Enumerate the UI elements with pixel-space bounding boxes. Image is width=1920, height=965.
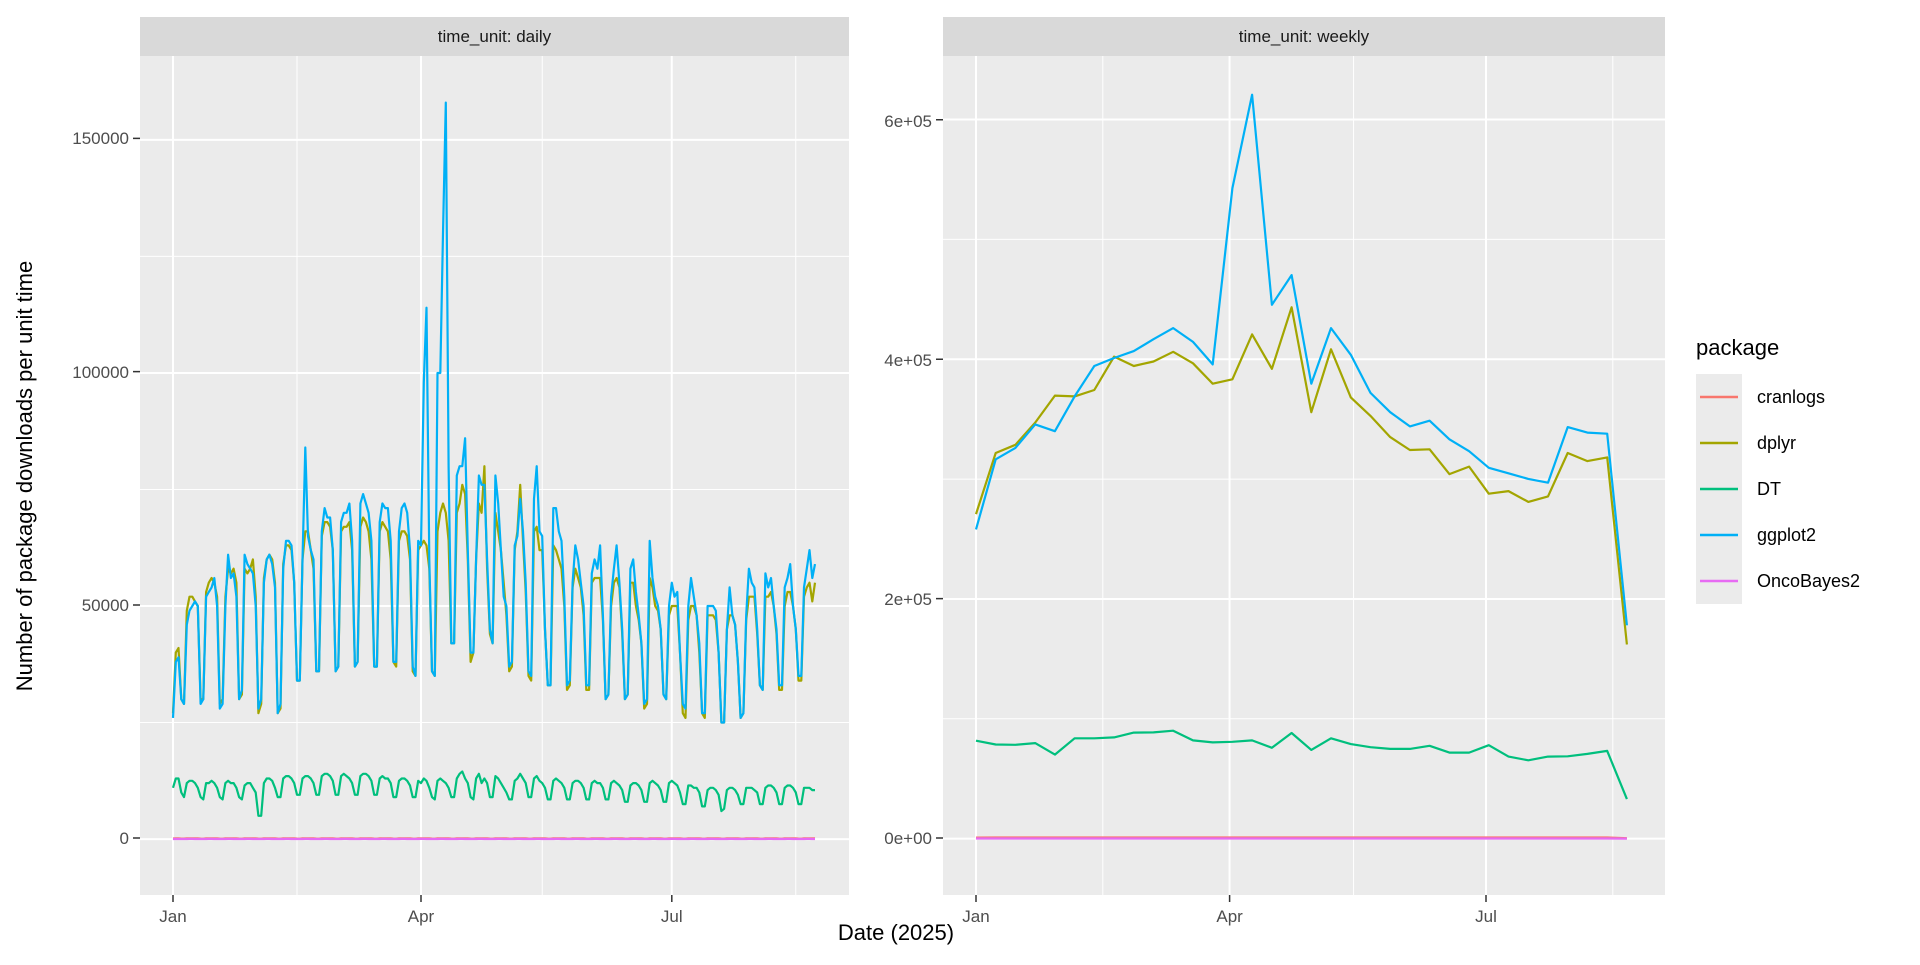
panel-weekly: time_unit: weekly 0e+00 2e+05 4e+05 6e+0… (884, 17, 1665, 926)
y-axis-weekly: 0e+00 2e+05 4e+05 6e+05 (884, 112, 943, 848)
y-tick-label: 6e+05 (884, 112, 932, 131)
strip-label-weekly: time_unit: weekly (1239, 27, 1370, 46)
x-tick-label: Apr (408, 907, 435, 926)
legend-label: DT (1757, 479, 1781, 499)
legend-label: OncoBayes2 (1757, 571, 1860, 591)
y-axis-title: Number of package downloads per unit tim… (12, 261, 37, 691)
x-axis-title: Date (2025) (838, 920, 954, 945)
y-axis-daily: 0 50000 100000 150000 (72, 129, 140, 848)
x-tick-label: Apr (1216, 907, 1243, 926)
strip-label-daily: time_unit: daily (438, 27, 552, 46)
legend-label: cranlogs (1757, 387, 1825, 407)
panel-daily: time_unit: daily 0 50000 100000 150000 J… (72, 17, 849, 926)
y-tick-label: 0 (120, 829, 129, 848)
legend-label: ggplot2 (1757, 525, 1816, 545)
legend-title: package (1696, 335, 1779, 360)
x-axis-weekly: Jan Apr Jul (962, 895, 1497, 926)
x-tick-label: Jan (962, 907, 989, 926)
x-axis-daily: Jan Apr Jul (159, 895, 682, 926)
legend: package cranlogs dplyr DT ggplot2 OncoBayes2 (1696, 335, 1860, 604)
x-tick-label: Jul (1475, 907, 1497, 926)
y-tick-label: 4e+05 (884, 351, 932, 370)
x-tick-marks (173, 895, 672, 902)
legend-label: dplyr (1757, 433, 1796, 453)
y-tick-label: 100000 (72, 363, 129, 382)
y-tick-label: 50000 (82, 596, 129, 615)
x-tick-label: Jul (661, 907, 683, 926)
y-tick-label: 2e+05 (884, 590, 932, 609)
x-tick-label: Jan (159, 907, 186, 926)
y-tick-marks (133, 138, 140, 838)
y-tick-label: 0e+00 (884, 829, 932, 848)
y-tick-marks (936, 120, 943, 838)
x-tick-marks (976, 895, 1486, 902)
y-tick-label: 150000 (72, 129, 129, 148)
